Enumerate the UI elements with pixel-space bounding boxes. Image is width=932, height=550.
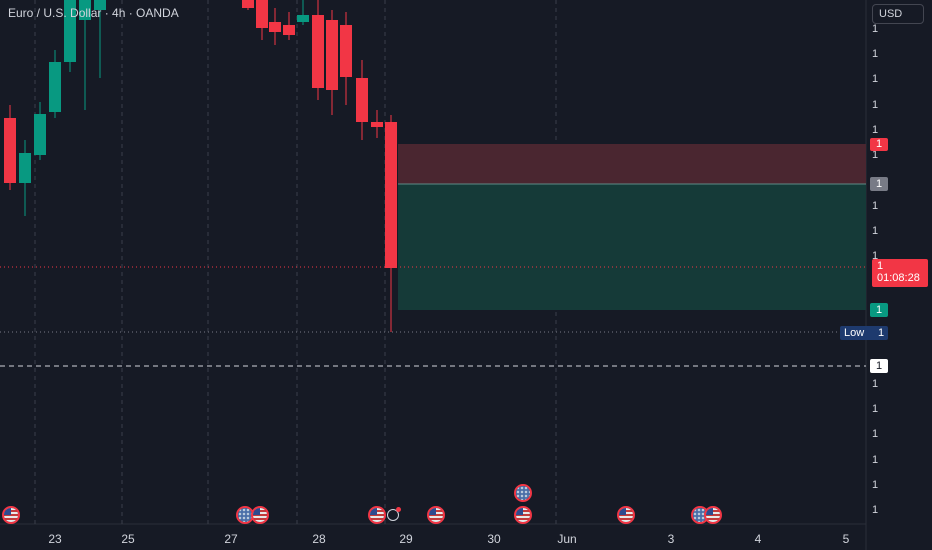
time-axis-label: 5	[842, 532, 850, 546]
symbol-title: Euro / U.S. Dollar · 4h · OANDA	[8, 6, 179, 20]
us-flag-icon[interactable]	[704, 506, 722, 524]
price-axis-label: 1	[872, 124, 879, 136]
low-label: Low	[844, 327, 865, 339]
candle-body	[356, 78, 368, 122]
event-timer-icon[interactable]	[387, 507, 401, 521]
take-profit-tag: 1	[870, 303, 888, 317]
us-flag-icon[interactable]	[251, 506, 269, 524]
last-price-value: 1	[877, 260, 884, 272]
candle-body	[4, 118, 16, 183]
price-axis-label: 1	[872, 99, 879, 111]
price-axis-label: 1	[872, 454, 879, 466]
price-axis-label: 1	[872, 48, 879, 60]
currency-button[interactable]: USD	[872, 4, 924, 24]
price-axis-label: 1	[872, 23, 879, 35]
time-axis-label: 25	[121, 532, 135, 546]
stop-loss-tag: 1	[870, 138, 888, 151]
candle-body	[326, 20, 338, 90]
price-axis-label: 1	[872, 225, 879, 237]
us-flag-icon[interactable]	[2, 506, 20, 524]
bar-countdown: 01:08:28	[877, 272, 920, 284]
candle-body	[340, 25, 352, 77]
low-tag: Low 1	[840, 326, 888, 340]
price-axis-label: 1	[872, 479, 879, 491]
candle-body	[385, 122, 397, 268]
candle-body	[371, 122, 383, 127]
price-axis-label: 1	[872, 73, 879, 85]
candle-body	[19, 153, 31, 183]
candle-body	[283, 25, 295, 35]
entry-tag: 1	[870, 177, 888, 191]
last-price-tag: 1 01:08:28	[872, 259, 928, 287]
eu-flag-icon[interactable]	[514, 484, 532, 502]
time-axis-label: 28	[312, 532, 326, 546]
candle-body	[94, 0, 106, 10]
time-axis-label: 30	[487, 532, 501, 546]
take-profit-zone	[398, 184, 866, 310]
price-axis-label: 1	[872, 250, 879, 262]
stop-loss-zone	[398, 144, 866, 184]
price-axis-label: 1	[872, 428, 879, 440]
candle-body	[256, 0, 268, 28]
time-axis-label: 4	[754, 532, 762, 546]
candle-body	[297, 15, 309, 22]
price-axis-label: 1	[872, 149, 879, 161]
us-flag-icon[interactable]	[617, 506, 635, 524]
price-axis-label: 1	[872, 200, 879, 212]
time-axis-label: 27	[224, 532, 238, 546]
time-axis-label: 3	[667, 532, 675, 546]
crosshair-price-tag: 1	[870, 359, 888, 373]
candle-body	[64, 0, 76, 62]
candle-body	[79, 0, 91, 20]
price-axis-label: 1	[872, 378, 879, 390]
price-axis-label: 1	[872, 403, 879, 415]
candle-body	[242, 0, 254, 8]
candle-body	[34, 114, 46, 155]
candle-body	[312, 15, 324, 88]
low-value: 1	[878, 327, 885, 339]
time-axis-label: Jun	[557, 532, 577, 546]
time-axis-label: 23	[48, 532, 62, 546]
us-flag-icon[interactable]	[427, 506, 445, 524]
us-flag-icon[interactable]	[368, 506, 386, 524]
price-axis-label: 1	[872, 504, 879, 516]
us-flag-icon[interactable]	[514, 506, 532, 524]
candle-body	[49, 62, 61, 112]
time-axis-label: 29	[399, 532, 413, 546]
candle-body	[269, 22, 281, 32]
